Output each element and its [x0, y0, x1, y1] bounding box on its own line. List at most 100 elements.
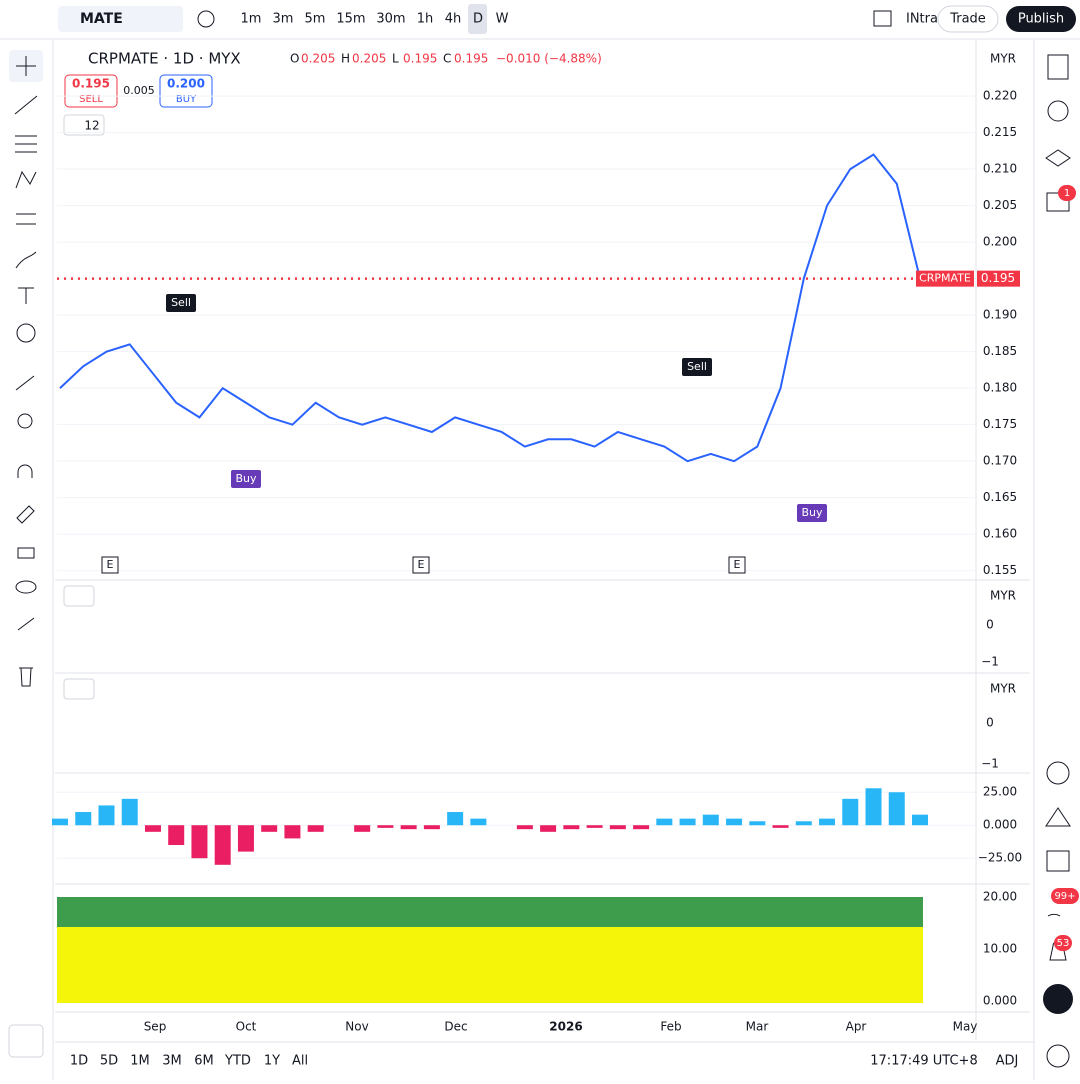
volume-zone-upper	[57, 897, 923, 927]
spread: 0.005	[123, 84, 155, 97]
y-tick-label: 0.220	[983, 89, 1017, 103]
adj[interactable]: ADJ	[996, 1054, 1019, 1069]
oscillator-bar	[656, 818, 673, 826]
x-tick-label: 2026	[549, 1020, 582, 1034]
oscillator-bar	[75, 812, 92, 826]
x-tick-label: Dec	[444, 1020, 467, 1034]
signal-bg	[797, 504, 827, 522]
y-tick-label: 0.170	[983, 454, 1017, 468]
volume-tick: 20.00	[983, 890, 1017, 904]
interval-button[interactable]: W	[496, 12, 509, 27]
volume-tick: 10.00	[983, 942, 1017, 956]
y-tick-label: 0.190	[983, 308, 1017, 322]
publish-label: Publish	[1018, 12, 1064, 27]
oscillator-bar	[819, 818, 836, 826]
x-tick-label: May	[953, 1020, 978, 1034]
x-tick-label: Nov	[345, 1020, 368, 1034]
badge: 53	[1057, 938, 1070, 949]
oscillator-bar	[633, 825, 650, 830]
oscillator-bar	[98, 805, 115, 826]
interval-button[interactable]: 5m	[305, 12, 326, 27]
symbol-search[interactable]	[58, 6, 183, 32]
range-button[interactable]: All	[292, 1054, 308, 1069]
fullscreen-icon[interactable]	[873, 10, 892, 27]
buy-button[interactable]	[159, 74, 213, 108]
ohlc-label: O	[290, 52, 299, 66]
layout-name[interactable]: INtra	[906, 12, 938, 27]
favorites-button[interactable]	[8, 1024, 44, 1058]
volume-zone-lower	[57, 927, 923, 1003]
trade-button[interactable]	[937, 5, 999, 33]
interval-button[interactable]: D	[473, 12, 483, 27]
range-button[interactable]: 3M	[162, 1054, 182, 1069]
signal-bg	[166, 294, 196, 312]
sell-button[interactable]	[64, 74, 118, 108]
apps-button[interactable]	[1043, 984, 1073, 1014]
interval-button[interactable]: 1m	[241, 12, 262, 27]
y-tick-label: 0.200	[983, 235, 1017, 249]
tool-icons	[14, 56, 38, 687]
price-line	[59, 153, 921, 463]
interval-button[interactable]: 1h	[417, 12, 434, 27]
oscillator-bar	[423, 825, 440, 830]
oscillator-bar	[214, 825, 231, 865]
y-tick-label: 0.160	[983, 527, 1017, 541]
badge-bg	[1058, 185, 1076, 201]
interval-button[interactable]: 15m	[336, 12, 365, 27]
x-tick-label: Feb	[660, 1020, 681, 1034]
x-tick-label: Sep	[144, 1020, 167, 1034]
interval-button[interactable]: 3m	[273, 12, 294, 27]
oscillator-bar	[237, 825, 254, 852]
sidebar-icons	[1045, 54, 1071, 1068]
range-button[interactable]: 5D	[100, 1054, 118, 1069]
oscillator-bar	[912, 814, 928, 826]
ohlc-value: 0.205	[352, 52, 386, 66]
y-tick-label: 0.215	[983, 125, 1017, 139]
ohlc-label: H	[341, 52, 350, 66]
pane-tick: 0	[986, 716, 994, 730]
range-button[interactable]: 1M	[130, 1054, 150, 1069]
oscillator-bar	[191, 825, 208, 859]
active-interval-bg	[468, 4, 487, 34]
ohlc-label: C	[443, 52, 451, 66]
indicators-toggle[interactable]	[63, 114, 105, 136]
x-tick-label: Apr	[846, 1020, 867, 1034]
oscillator-bar	[307, 825, 324, 832]
pane-currency: MYR	[990, 682, 1016, 696]
last-price-name-bg	[916, 270, 974, 287]
oscillator-bar	[586, 825, 603, 828]
y-tick-label: 0.185	[983, 344, 1017, 358]
oscillator-bar	[563, 825, 580, 830]
pane-toggle[interactable]	[63, 585, 95, 607]
earnings-label: E	[734, 558, 741, 571]
sell-price: 0.195	[72, 77, 110, 91]
currency: MYR	[990, 52, 1016, 66]
oscillator-bar	[795, 821, 812, 826]
range-button[interactable]: 6M	[194, 1054, 214, 1069]
y-tick-label: 0.165	[983, 490, 1017, 504]
oscillator-bar	[377, 825, 394, 828]
range-button[interactable]: 1Y	[264, 1054, 280, 1069]
badge: 99+	[1054, 891, 1075, 902]
oscillator-bar	[726, 818, 743, 826]
signal-label: Sell	[171, 296, 191, 309]
y-tick-label: −25.00	[978, 851, 1022, 865]
y-tick-label: 0.180	[983, 381, 1017, 395]
range-button[interactable]: YTD	[224, 1054, 251, 1069]
oscillator-bar	[540, 825, 557, 832]
interval-button[interactable]: 4h	[445, 12, 462, 27]
pane-toggle[interactable]	[63, 678, 95, 700]
oscillator-bar	[842, 798, 859, 826]
ohlc-value: 0.195	[403, 52, 437, 66]
add-compare-icon[interactable]	[197, 10, 215, 28]
signal-bg	[231, 470, 261, 488]
symbol: MATE	[80, 11, 123, 27]
earnings-bg	[412, 556, 430, 574]
publish-button[interactable]	[1006, 6, 1076, 32]
range-button[interactable]: 1D	[70, 1054, 88, 1069]
oscillator-bar	[865, 788, 882, 826]
signal-label: Buy	[801, 506, 823, 519]
interval-button[interactable]: 30m	[376, 12, 405, 27]
y-tick-label: 0.210	[983, 162, 1017, 176]
